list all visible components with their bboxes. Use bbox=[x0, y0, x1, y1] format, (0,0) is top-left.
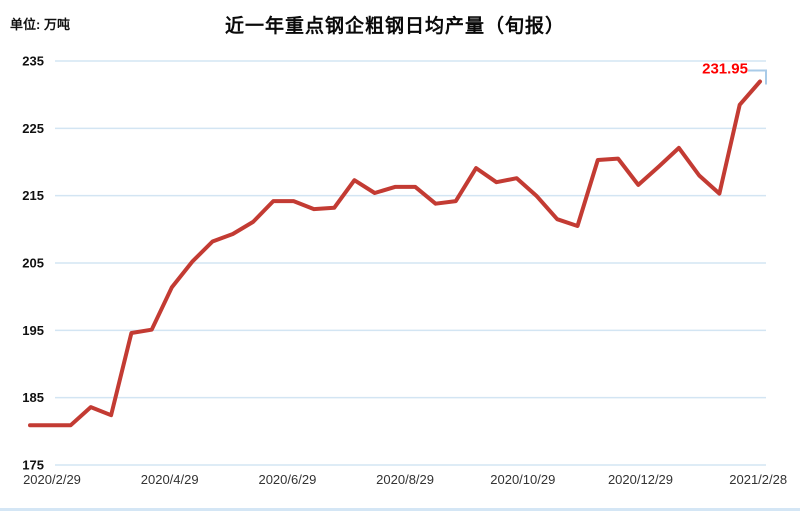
x-tick-label: 2020/12/29 bbox=[608, 472, 673, 487]
x-tick-label: 2020/10/29 bbox=[490, 472, 555, 487]
y-tick-label: 225 bbox=[22, 121, 44, 136]
unit-label: 单位: 万吨 bbox=[10, 17, 70, 32]
last-point-label: 231.95 bbox=[702, 61, 748, 78]
x-tick-label: 2020/2/29 bbox=[23, 472, 81, 487]
x-tick-label: 2021/2/28 bbox=[729, 472, 787, 487]
last-point-marker bbox=[748, 69, 767, 85]
x-tick-label: 2020/8/29 bbox=[376, 472, 434, 487]
x-tick-label: 2020/6/29 bbox=[258, 472, 316, 487]
x-tick-label: 2020/4/29 bbox=[141, 472, 199, 487]
y-tick-label: 195 bbox=[22, 323, 44, 338]
y-tick-label: 185 bbox=[22, 390, 44, 405]
chart-title: 近一年重点钢企粗钢日均产量（旬报） bbox=[224, 16, 565, 37]
y-tick-label: 235 bbox=[22, 54, 44, 69]
y-tick-label: 175 bbox=[22, 458, 44, 473]
bottom-edge-strip bbox=[0, 508, 800, 511]
data-line bbox=[28, 79, 762, 428]
y-tick-label: 215 bbox=[22, 188, 44, 203]
y-tick-label: 205 bbox=[22, 256, 44, 271]
